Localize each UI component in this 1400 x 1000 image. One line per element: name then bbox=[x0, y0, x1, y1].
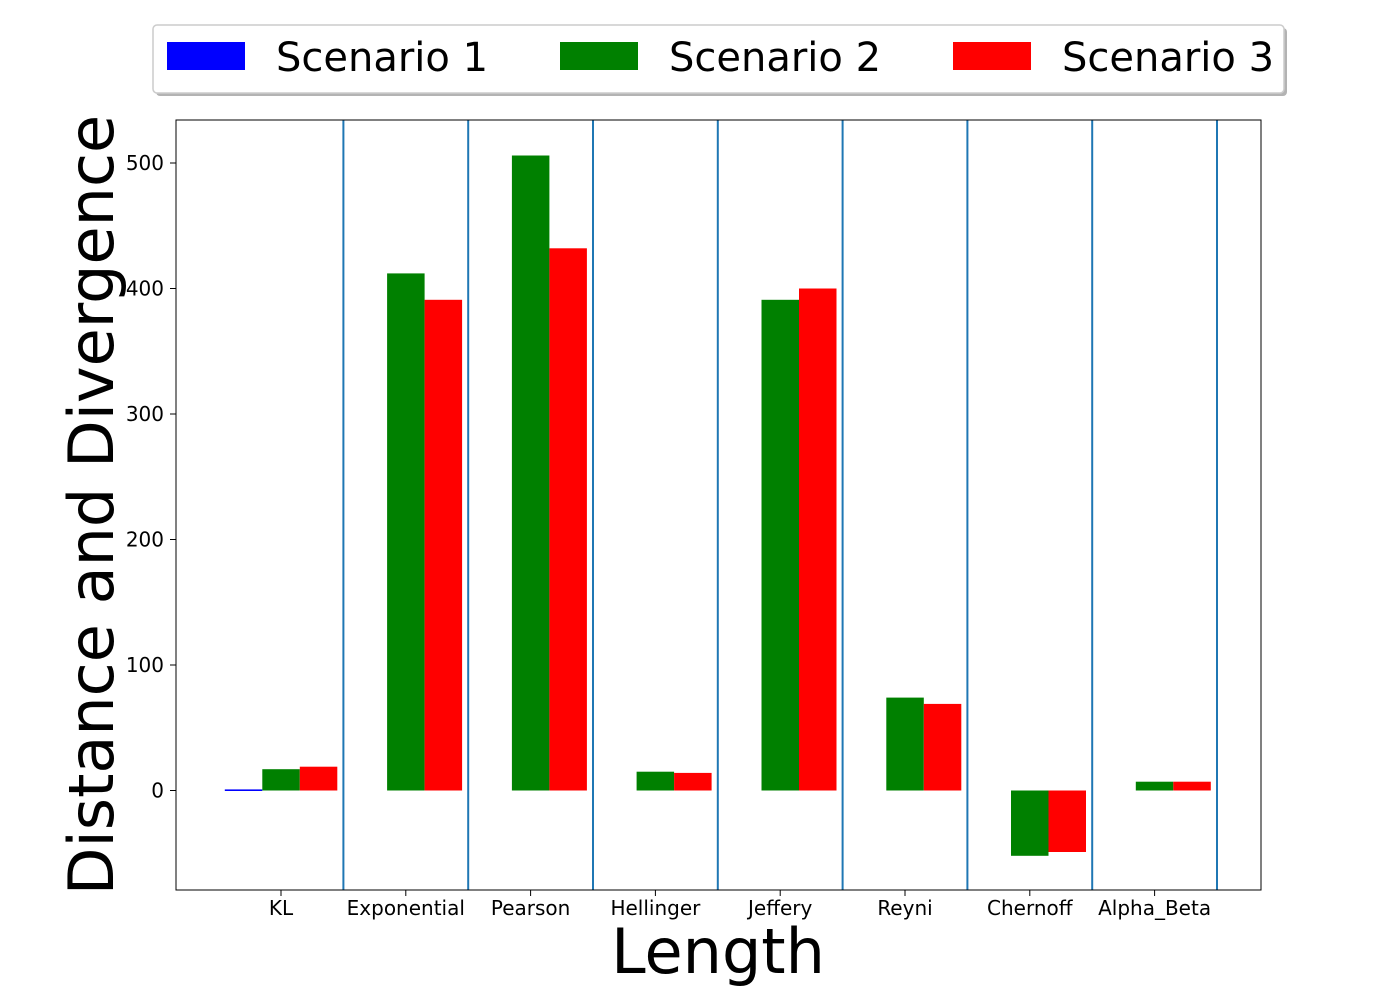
bar-scenario-3-reyni bbox=[923, 703, 962, 791]
bar-scenario-2-chernoff bbox=[1011, 790, 1049, 856]
x-tick-label: Pearson bbox=[491, 896, 570, 920]
y-tick-label: 300 bbox=[126, 402, 164, 426]
y-tick-label: 100 bbox=[126, 653, 164, 677]
x-tick-label: Chernoff bbox=[987, 896, 1074, 920]
x-tick-label: Exponential bbox=[347, 896, 465, 920]
y-axis-label: Distance and Divergence bbox=[55, 115, 128, 895]
legend-swatch-scenario-2 bbox=[560, 42, 638, 70]
y-tick-label: 200 bbox=[126, 528, 164, 552]
bar-scenario-3-exponential bbox=[424, 299, 463, 791]
bar-scenario-2-kl bbox=[262, 769, 300, 791]
bar-scenario-3-alpha-beta bbox=[1173, 781, 1211, 791]
legend: Scenario 1 Scenario 2 Scenario 3 bbox=[152, 24, 1287, 96]
bar-scenario-2-pearson bbox=[511, 155, 550, 791]
legend-label-scenario-3: Scenario 3 bbox=[1062, 35, 1274, 81]
y-tick-label: 0 bbox=[151, 779, 164, 803]
bar-scenario-3-chernoff bbox=[1048, 790, 1086, 852]
bar-scenario-3-jeffery bbox=[799, 288, 837, 791]
plot-area bbox=[175, 119, 1262, 891]
y-axis: 0 100 200 300 400 500 bbox=[126, 151, 176, 803]
bar-scenario-2-exponential bbox=[387, 273, 425, 791]
bar-scenario-3-hellinger bbox=[674, 772, 712, 791]
bar-scenario-2-jeffery bbox=[761, 299, 799, 791]
bar-scenario-2-alpha-beta bbox=[1135, 781, 1174, 791]
bar-scenario-3-kl bbox=[299, 766, 338, 791]
x-tick-label: Alpha_Beta bbox=[1098, 896, 1211, 920]
category-separators bbox=[342, 120, 1218, 890]
legend-label-scenario-2: Scenario 2 bbox=[669, 35, 881, 81]
legend-swatch-scenario-3 bbox=[953, 42, 1031, 70]
legend-swatch-scenario-1 bbox=[167, 42, 245, 70]
bar-scenario-2-reyni bbox=[886, 697, 924, 791]
bar-scenario-1-kl bbox=[224, 789, 263, 791]
legend-label-scenario-1: Scenario 1 bbox=[276, 35, 488, 81]
x-axis: KL Exponential Pearson Hellinger Jeffery Reyn… bbox=[269, 890, 1211, 920]
bar-scenario-3-pearson bbox=[549, 248, 587, 791]
x-axis-label: Length bbox=[611, 915, 825, 988]
bars-layer bbox=[224, 155, 1211, 856]
y-tick-label: 400 bbox=[126, 277, 164, 301]
x-tick-label: KL bbox=[269, 896, 294, 920]
bar-scenario-2-hellinger bbox=[636, 771, 675, 791]
x-tick-label: Hellinger bbox=[610, 896, 701, 920]
y-tick-label: 500 bbox=[126, 151, 164, 175]
x-tick-label: Reyni bbox=[877, 896, 932, 920]
x-tick-label: Jeffery bbox=[746, 896, 813, 920]
